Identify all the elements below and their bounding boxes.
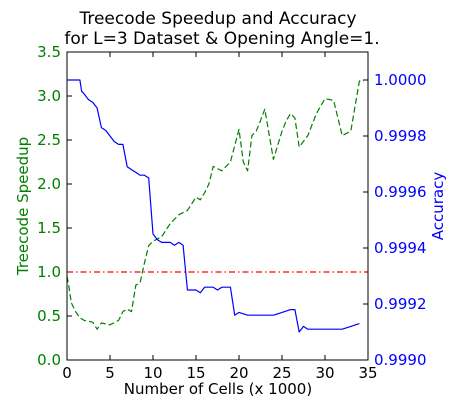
speedup-line	[66, 80, 364, 330]
y-right-tick-label: 0.9994	[374, 239, 427, 257]
y-left-tick-label: 0.5	[37, 307, 61, 325]
chart-subtitle: for L=3 Dataset & Opening Angle=1.	[64, 29, 379, 49]
y-left-tick-label: 2.0	[37, 175, 61, 193]
y-left-axis-label: Treecode Speedup	[14, 137, 32, 276]
x-tick-label: 35	[358, 364, 377, 382]
plot-frame	[66, 51, 369, 361]
x-tick-label: 5	[105, 364, 115, 382]
y-left-tick-label: 1.5	[37, 219, 61, 237]
x-tick-label: 10	[143, 364, 162, 382]
y-left-tick-label: 3.0	[37, 87, 61, 105]
y-right-tick-label: 0.9992	[374, 295, 427, 313]
x-tick-label: 25	[272, 364, 291, 382]
y-left-tick-label: 1.0	[37, 263, 61, 281]
x-tick-label: 30	[315, 364, 334, 382]
accuracy-line	[67, 79, 360, 333]
y-left-tick-label: 3.5	[37, 43, 61, 61]
y-right-tick-label: 0.9998	[374, 127, 427, 145]
x-tick-label: 0	[62, 364, 72, 382]
y-left-tick-label: 2.5	[37, 131, 61, 149]
y-right-axis-label: Accuracy	[429, 172, 447, 241]
series-layer	[66, 79, 368, 333]
tick-labels: 0 5 10 15 20 25 30 35 0.0 0.5 1.0 1.5 2.0 2.5 3.0 3.5 0.…	[37, 43, 426, 382]
chart-title: Treecode Speedup and Accuracy	[78, 9, 356, 29]
y-right-tick-label: 0.9990	[374, 351, 427, 369]
y-right-tick-label: 1.0000	[374, 71, 427, 89]
x-axis-label: Number of Cells (x 1000)	[124, 380, 312, 398]
x-tick-label: 15	[186, 364, 205, 382]
y-right-tick-label: 0.9996	[374, 183, 427, 201]
y-left-tick-label: 0.0	[37, 351, 61, 369]
x-tick-label: 20	[229, 364, 248, 382]
